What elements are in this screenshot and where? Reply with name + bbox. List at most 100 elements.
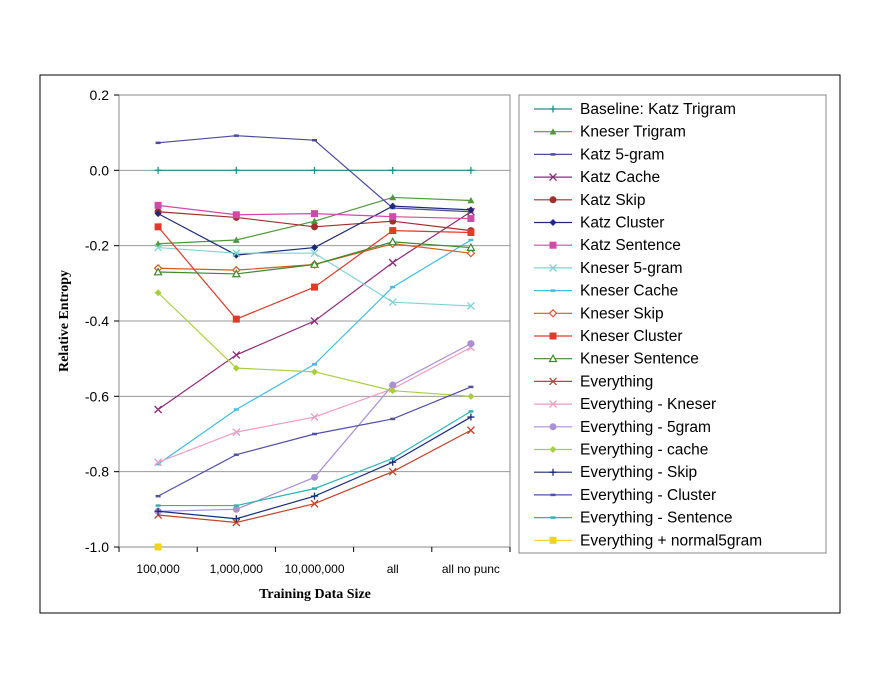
legend-label: Katz 5-gram — [580, 146, 664, 163]
data-point — [154, 405, 163, 414]
series-17 — [154, 413, 475, 523]
legend-label: Katz Cache — [580, 169, 660, 186]
data-point — [388, 298, 397, 307]
data-point — [232, 249, 241, 258]
legend-label: Kneser Cache — [580, 283, 678, 300]
data-point — [389, 381, 397, 389]
legend-entry: Everything - cache — [534, 442, 708, 459]
x-tick-label: 100,000 — [136, 562, 180, 576]
data-point — [389, 193, 397, 201]
data-point — [467, 196, 475, 204]
legend-label: Everything - Sentence — [580, 510, 733, 527]
legend-entry: Everything - Cluster — [534, 487, 716, 504]
legend-marker — [549, 446, 557, 453]
legend-marker — [549, 423, 557, 431]
data-point — [311, 473, 318, 481]
y-tick-label: 0.2 — [90, 87, 110, 103]
data-point — [467, 413, 475, 421]
data-point — [311, 210, 318, 218]
data-point — [467, 166, 475, 174]
data-point — [232, 211, 240, 219]
y-tick-label: -0.4 — [85, 313, 109, 329]
legend-entry: Kneser Skip — [534, 305, 664, 322]
y-tick-label: -0.6 — [85, 388, 109, 404]
series-line — [158, 410, 472, 507]
legend-label: Kneser Skip — [580, 305, 664, 322]
chart-area-border — [39, 74, 841, 614]
legend-label: Baseline: Katz Trigram — [580, 101, 736, 118]
data-point — [232, 236, 240, 243]
legend-label: Everything - Cluster — [580, 487, 716, 504]
legend-label: Kneser Trigram — [580, 124, 686, 141]
data-point — [154, 289, 162, 297]
data-point — [389, 166, 397, 174]
data-point — [154, 543, 162, 551]
series-13 — [154, 426, 475, 527]
legend-label: Katz Cluster — [580, 215, 664, 232]
legend-entry: Kneser Cache — [534, 283, 678, 300]
legend-label: Everything - Kneser — [580, 396, 716, 413]
data-point — [311, 368, 318, 376]
legend-entry: Kneser Trigram — [534, 124, 686, 141]
data-point — [311, 244, 318, 252]
data-point — [467, 206, 475, 214]
series-1 — [154, 166, 475, 174]
data-point — [467, 228, 475, 236]
series-20 — [154, 543, 162, 551]
legend-label: Kneser Cluster — [580, 328, 683, 345]
legend-entry: Everything - Kneser — [534, 396, 716, 413]
legend-marker — [549, 105, 557, 113]
data-point — [466, 248, 476, 258]
data-point — [311, 283, 318, 291]
series-15 — [154, 340, 475, 515]
series-2 — [154, 193, 475, 247]
legend-marker — [548, 353, 558, 363]
legend-label: Everything - 5gram — [580, 419, 711, 436]
legend-entry: Kneser 5-gram — [534, 260, 683, 277]
legend-entry: Katz Cache — [534, 169, 660, 186]
data-point — [232, 515, 240, 523]
legend-label: Everything - cache — [580, 442, 708, 459]
x-tick-label: 10,000,000 — [284, 562, 344, 576]
series-8 — [154, 243, 475, 310]
legend-entry: Baseline: Katz Trigram — [534, 101, 736, 118]
data-point — [232, 315, 240, 323]
data-point — [154, 507, 162, 515]
legend-label: Katz Sentence — [580, 237, 681, 254]
legend-label: Kneser Sentence — [580, 351, 699, 368]
data-point — [154, 458, 163, 467]
series-line — [157, 292, 471, 397]
y-tick-label: 0.0 — [90, 162, 110, 178]
legend-marker — [549, 263, 557, 272]
data-point — [388, 467, 397, 476]
data-point — [466, 301, 475, 310]
legend-entry: Everything — [534, 373, 653, 390]
data-point — [389, 227, 397, 235]
series-18 — [155, 385, 474, 498]
data-point — [311, 166, 318, 174]
series-7 — [154, 201, 475, 223]
legend-marker — [549, 377, 557, 386]
data-point — [232, 505, 240, 513]
y-tick-label: -1.0 — [85, 539, 109, 555]
legend-marker — [549, 400, 557, 409]
legend-entry: Everything - Skip — [534, 464, 697, 481]
data-point — [154, 210, 162, 218]
data-point — [388, 237, 398, 246]
y-tick-label: -0.2 — [85, 238, 109, 254]
data-point — [389, 202, 397, 210]
legend-entry: Kneser Sentence — [534, 351, 699, 368]
legend-entry: Everything - 5gram — [534, 419, 711, 436]
legend-entry: Katz Cluster — [534, 215, 664, 232]
data-point — [310, 249, 319, 258]
data-point — [467, 215, 475, 223]
data-point — [467, 340, 475, 348]
series-19 — [155, 410, 474, 507]
data-point — [232, 428, 241, 437]
data-point — [232, 350, 241, 359]
y-axis-label: Relative Entropy — [57, 270, 72, 372]
data-point — [466, 242, 476, 251]
legend-entry: Everything - Sentence — [534, 510, 733, 527]
data-point — [311, 217, 318, 224]
